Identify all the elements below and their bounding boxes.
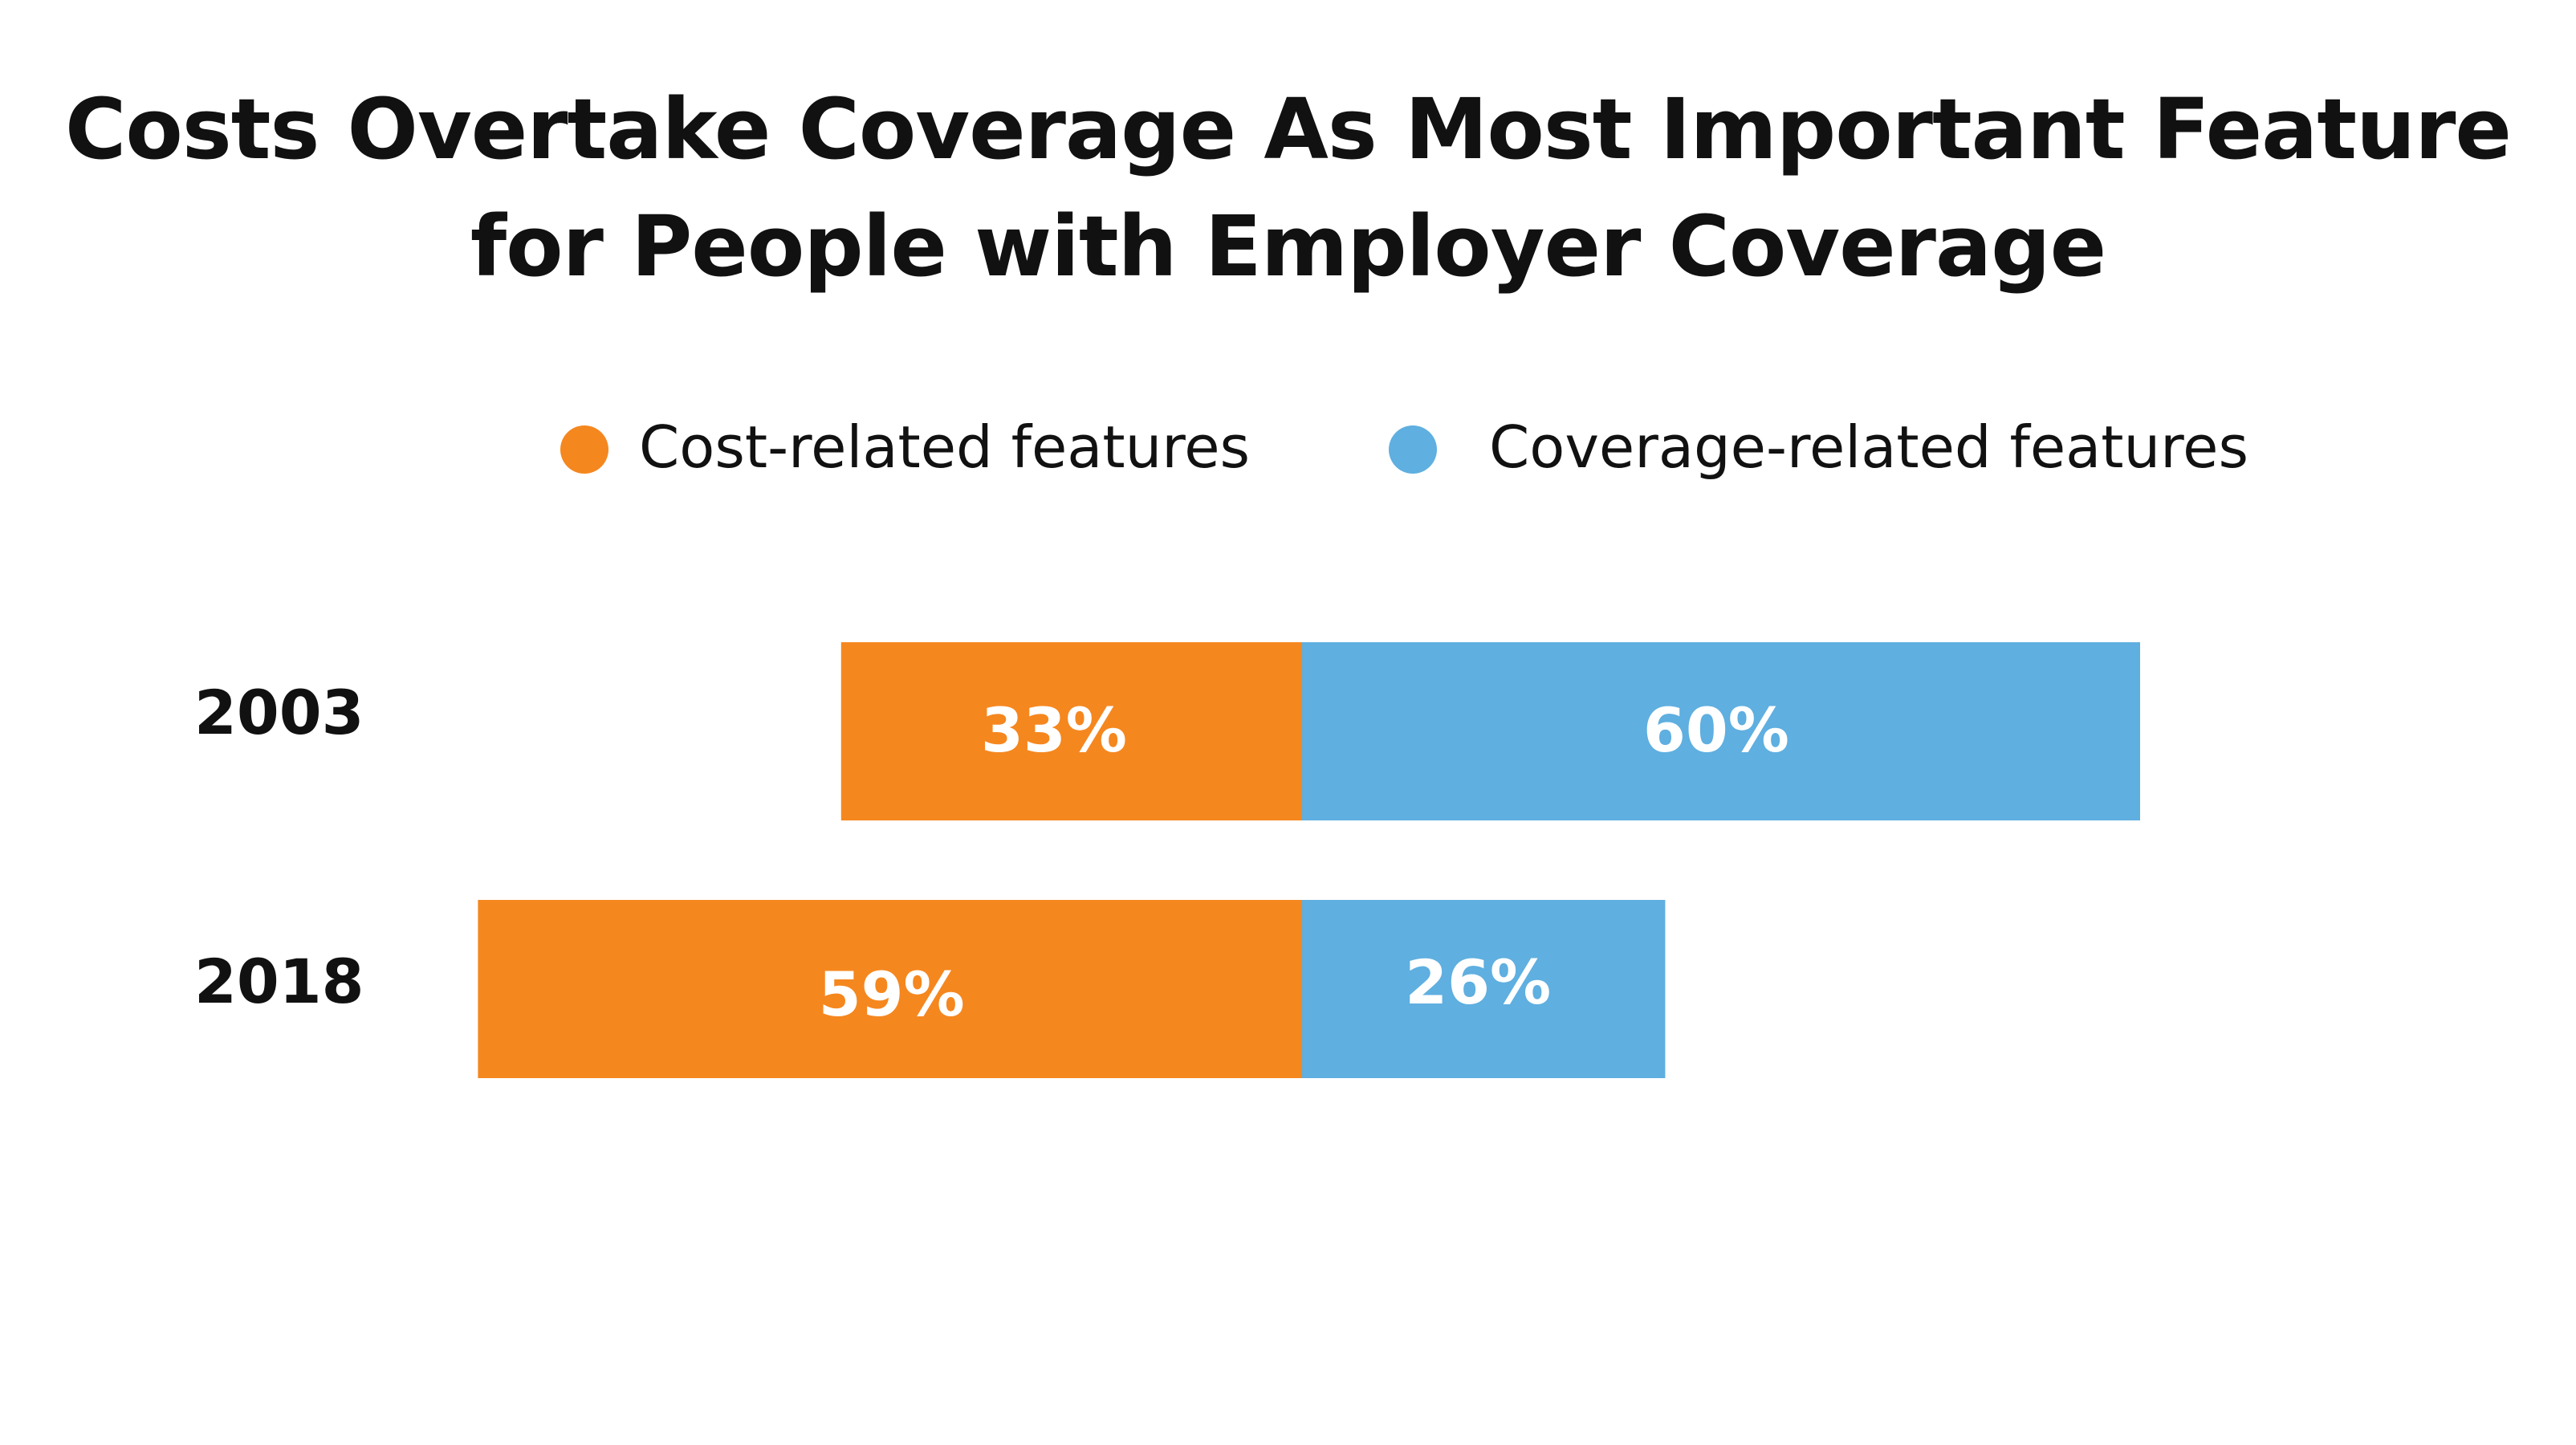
bar-label-coverage-2018: 26% bbox=[1405, 946, 1551, 1018]
bar-label-cost-2003: 33% bbox=[981, 694, 1127, 766]
chart-title: Costs Overtake Coverage As Most Importan… bbox=[0, 71, 2576, 305]
bar-label-cost-2018: 59% bbox=[819, 959, 965, 1030]
legend-swatch-coverage bbox=[1389, 425, 1437, 474]
bar-label-coverage-2003: 60% bbox=[1643, 694, 1789, 766]
category-label-2003: 2003 bbox=[194, 677, 364, 748]
chart-title-line-2: for People with Employer Coverage bbox=[470, 197, 2106, 295]
bar-coverage-2003 bbox=[1302, 642, 2140, 820]
bar-coverage-2018 bbox=[1302, 900, 1666, 1078]
bar-cost-2018 bbox=[478, 900, 1302, 1078]
chart-title-line-1: Costs Overtake Coverage As Most Importan… bbox=[65, 80, 2512, 178]
bar-cost-2003 bbox=[840, 642, 1302, 820]
category-label-2018: 2018 bbox=[194, 946, 364, 1017]
legend-item-cost: Cost-related features bbox=[560, 413, 1250, 481]
legend-item-coverage: Coverage-related features bbox=[1389, 413, 2248, 481]
legend-label-coverage: Coverage-related features bbox=[1489, 413, 2248, 481]
legend: Cost-related features Coverage-related f… bbox=[560, 413, 2248, 481]
legend-label-cost: Cost-related features bbox=[639, 413, 1250, 481]
legend-swatch-cost bbox=[560, 425, 608, 474]
